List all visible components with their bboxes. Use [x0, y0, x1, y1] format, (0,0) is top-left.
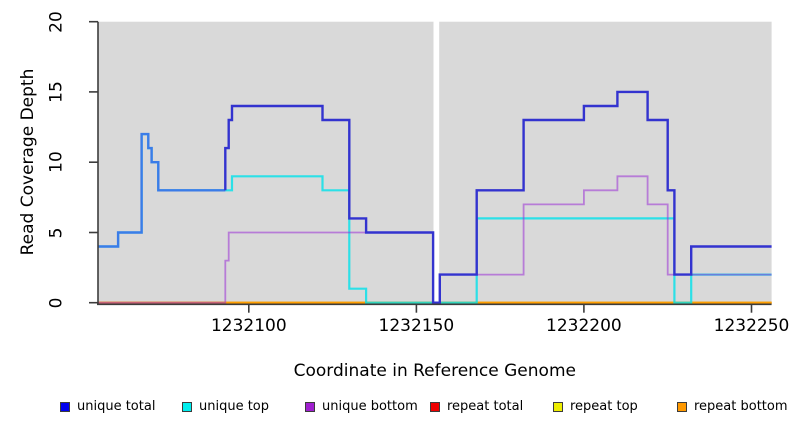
- y-tick-label-5: 5: [46, 227, 67, 238]
- panel-gap: [433, 20, 440, 304]
- legend-item-unique-bottom: unique bottom: [305, 399, 418, 415]
- legend-label-repeat-top: repeat top: [570, 399, 638, 414]
- legend-item-repeat-total: repeat total: [430, 399, 523, 415]
- legend-label-unique-top: unique top: [199, 399, 270, 414]
- series-line-unique-total-0: [98, 132, 226, 248]
- legend-swatch-repeat-bottom: [677, 402, 687, 412]
- y-tick-label-10: 10: [46, 151, 67, 174]
- x-tick-label-1232100: 1232100: [210, 316, 287, 336]
- y-tick-label-0: 0: [46, 297, 67, 309]
- legend-swatch-repeat-total: [430, 402, 440, 412]
- legend-label-unique-bottom: unique bottom: [322, 399, 418, 414]
- legend-label-unique-total: unique total: [77, 399, 156, 414]
- y-tick-label-20: 20: [46, 10, 67, 33]
- x-tick-label-1232250: 1232250: [713, 316, 790, 336]
- series-line-unique-total-1: [224, 90, 772, 304]
- y-axis-title: Read Coverage Depth: [18, 68, 38, 256]
- legend-swatch-repeat-top: [553, 402, 563, 412]
- x-tick-label-1232200: 1232200: [546, 316, 622, 336]
- legend-item-repeat-bottom: repeat bottom: [677, 399, 788, 415]
- series-line-unique-bottom: [98, 175, 772, 304]
- legend-swatch-unique-bottom: [305, 402, 315, 412]
- legend-item-unique-total: unique total: [60, 399, 155, 415]
- y-tick-label-15: 15: [46, 81, 67, 103]
- legend-swatch-unique-top: [182, 402, 192, 412]
- legend-label-repeat-bottom: repeat bottom: [694, 399, 788, 414]
- x-axis-title: Coordinate in Reference Genome: [293, 361, 576, 381]
- legend-swatch-unique-total: [60, 402, 70, 412]
- x-tick-label-1232150: 1232150: [378, 316, 455, 336]
- legend-item-unique-top: unique top: [182, 399, 269, 415]
- legend-item-repeat-top: repeat top: [553, 399, 638, 415]
- legend-label-repeat-total: repeat total: [447, 399, 524, 414]
